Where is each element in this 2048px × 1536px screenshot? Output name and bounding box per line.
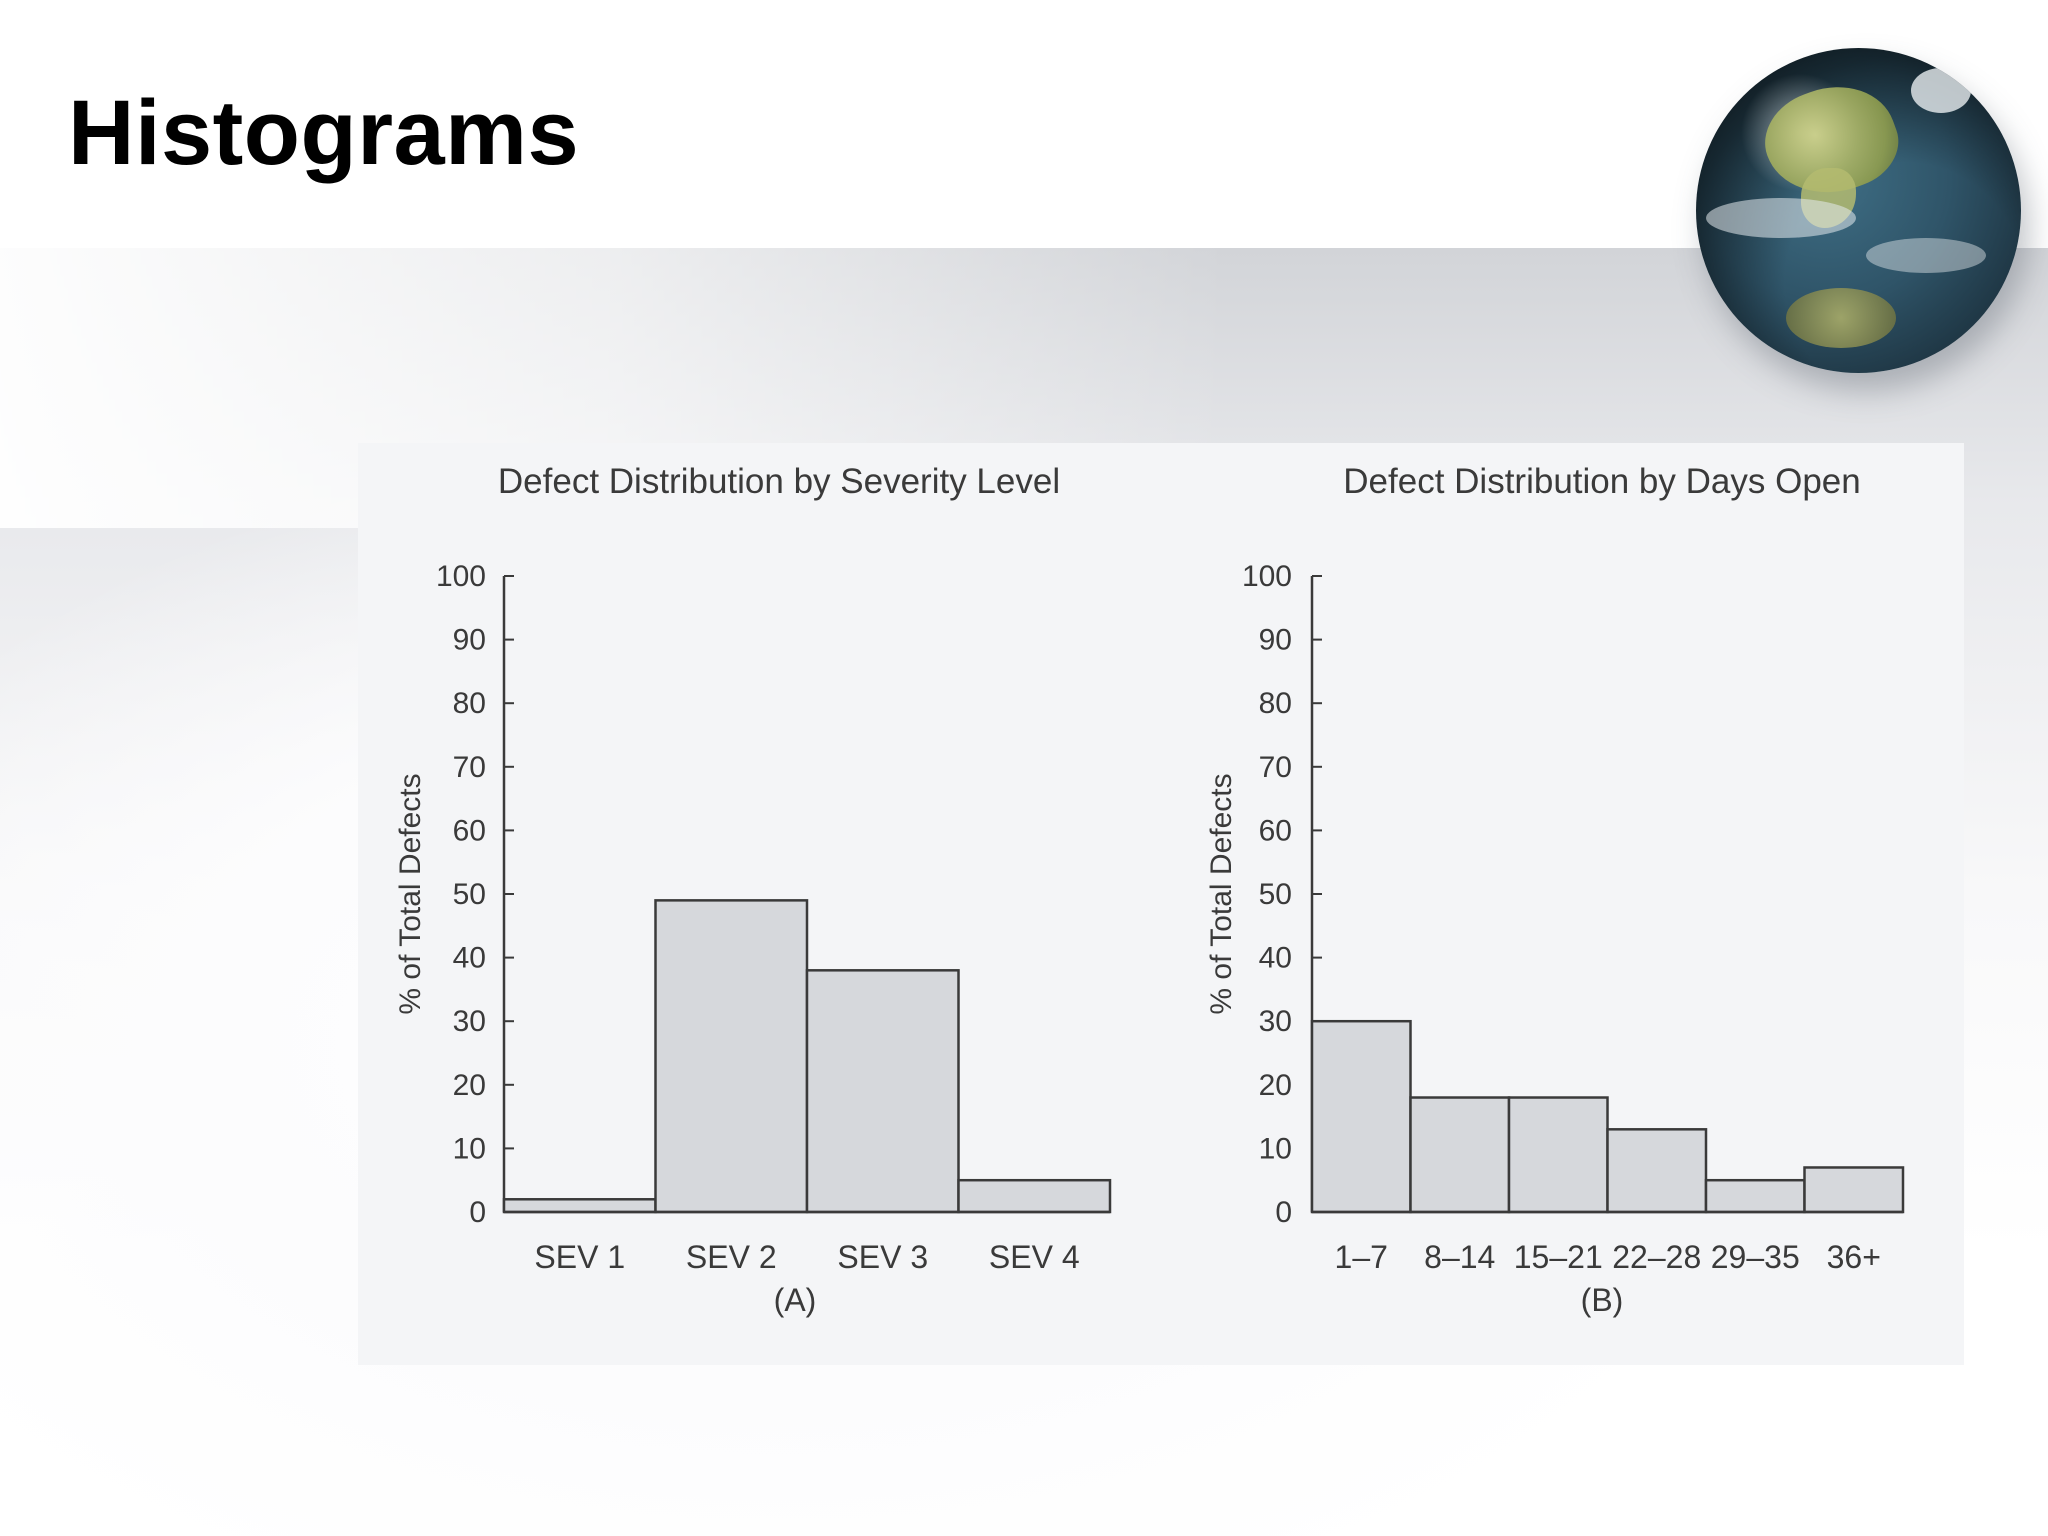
y-tick-label: 60: [1259, 814, 1292, 847]
y-axis-label: % of Total Defects: [394, 773, 427, 1014]
chart-days-open: Defect Distribution by Days Open % of Tot…: [1205, 462, 1905, 1318]
chart-title: Defect Distribution by Days Open: [1343, 462, 1860, 501]
y-tick-label: 30: [1259, 1005, 1292, 1038]
y-tick-label: 40: [453, 942, 486, 975]
y-tick-label: 20: [453, 1069, 486, 1102]
y-tick-label: 100: [436, 560, 486, 593]
chart-caption: (B): [1581, 1282, 1624, 1318]
x-category-label: 1–7: [1335, 1239, 1388, 1275]
x-category-label: SEV 3: [837, 1239, 928, 1275]
y-tick-label: 70: [453, 751, 486, 784]
y-tick-label: 70: [1259, 751, 1292, 784]
y-tick-label: 90: [453, 624, 486, 657]
x-category-label: 15–21: [1514, 1239, 1603, 1275]
x-category-label: 8–14: [1424, 1239, 1495, 1275]
x-category-label: 22–28: [1612, 1239, 1701, 1275]
histogram-figure: Defect Distribution by Severity Level % o…: [358, 443, 1964, 1365]
y-tick-label: 30: [453, 1005, 486, 1038]
bar: [654, 899, 809, 1214]
bar: [1704, 1178, 1806, 1214]
x-category-label: SEV 1: [534, 1239, 625, 1275]
bar: [1409, 1096, 1511, 1214]
x-category-label: SEV 2: [686, 1239, 777, 1275]
y-tick-label: 50: [453, 878, 486, 911]
slide-title: Histograms: [68, 82, 580, 184]
y-tick-label: 0: [469, 1196, 486, 1229]
y-tick-label: 100: [1242, 560, 1292, 593]
y-tick-label: 10: [1259, 1132, 1292, 1165]
bar: [957, 1178, 1112, 1214]
chart-title: Defect Distribution by Severity Level: [498, 462, 1060, 501]
chart-severity-level: Defect Distribution by Severity Level % o…: [394, 462, 1112, 1318]
bar: [805, 969, 960, 1214]
bar: [1310, 1019, 1412, 1214]
bar: [1606, 1128, 1708, 1214]
bar: [1803, 1166, 1905, 1214]
y-tick-label: 80: [1259, 687, 1292, 720]
y-tick-label: 0: [1275, 1196, 1292, 1229]
bar: [1507, 1096, 1609, 1214]
chart-caption: (A): [774, 1282, 817, 1318]
y-tick-label: 40: [1259, 942, 1292, 975]
y-tick-label: 60: [453, 814, 486, 847]
bar: [502, 1198, 657, 1214]
y-tick-label: 10: [453, 1132, 486, 1165]
histogram-charts-svg: Defect Distribution by Severity Level % o…: [394, 462, 1905, 1318]
y-tick-label: 20: [1259, 1069, 1292, 1102]
y-tick-label: 50: [1259, 878, 1292, 911]
x-category-label: 36+: [1827, 1239, 1881, 1275]
globe-icon: [1696, 48, 2021, 373]
y-tick-label: 80: [453, 687, 486, 720]
x-category-label: 29–35: [1711, 1239, 1800, 1275]
x-category-label: SEV 4: [989, 1239, 1080, 1275]
y-tick-label: 90: [1259, 624, 1292, 657]
y-axis-label: % of Total Defects: [1205, 773, 1238, 1014]
